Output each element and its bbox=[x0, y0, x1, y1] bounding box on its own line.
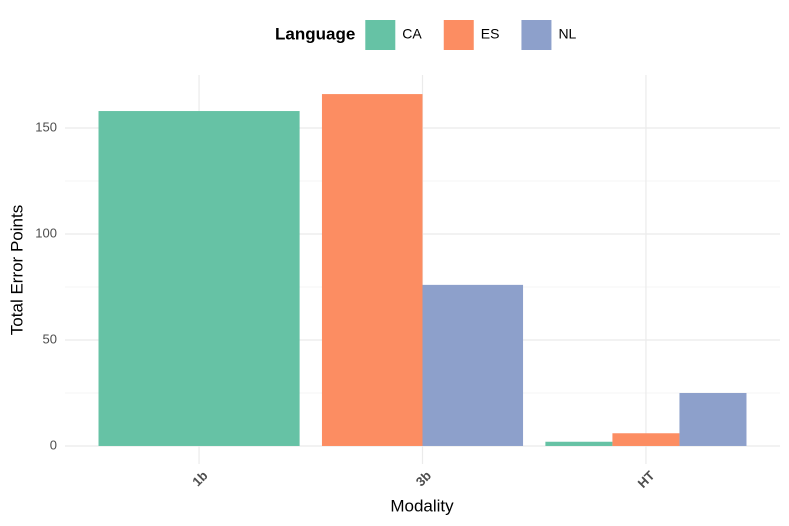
legend-key bbox=[365, 20, 396, 50]
bar bbox=[422, 284, 524, 446]
legend-title: Language bbox=[275, 24, 355, 43]
x-tick-label: 1b bbox=[189, 468, 210, 489]
y-tick-label: 150 bbox=[35, 119, 57, 134]
x-axis-title: Modality bbox=[390, 496, 454, 515]
bar bbox=[98, 111, 300, 446]
legend: Language CA ES NL bbox=[275, 20, 577, 50]
legend-key bbox=[521, 20, 552, 50]
y-tick-label: 0 bbox=[50, 437, 57, 452]
legend-label: ES bbox=[481, 26, 500, 42]
y-axis-title: Total Error Points bbox=[7, 205, 26, 335]
bar bbox=[321, 94, 423, 446]
legend-label: NL bbox=[558, 26, 576, 42]
y-tick-label: 50 bbox=[43, 331, 57, 346]
bar bbox=[612, 433, 680, 446]
y-tick-label: 100 bbox=[35, 225, 57, 240]
x-tick-label: HT bbox=[635, 468, 658, 491]
legend-label: CA bbox=[402, 26, 422, 42]
legend-key bbox=[443, 20, 474, 50]
x-tick-label: 3b bbox=[413, 468, 434, 489]
bar bbox=[545, 441, 613, 446]
bar bbox=[679, 392, 747, 446]
